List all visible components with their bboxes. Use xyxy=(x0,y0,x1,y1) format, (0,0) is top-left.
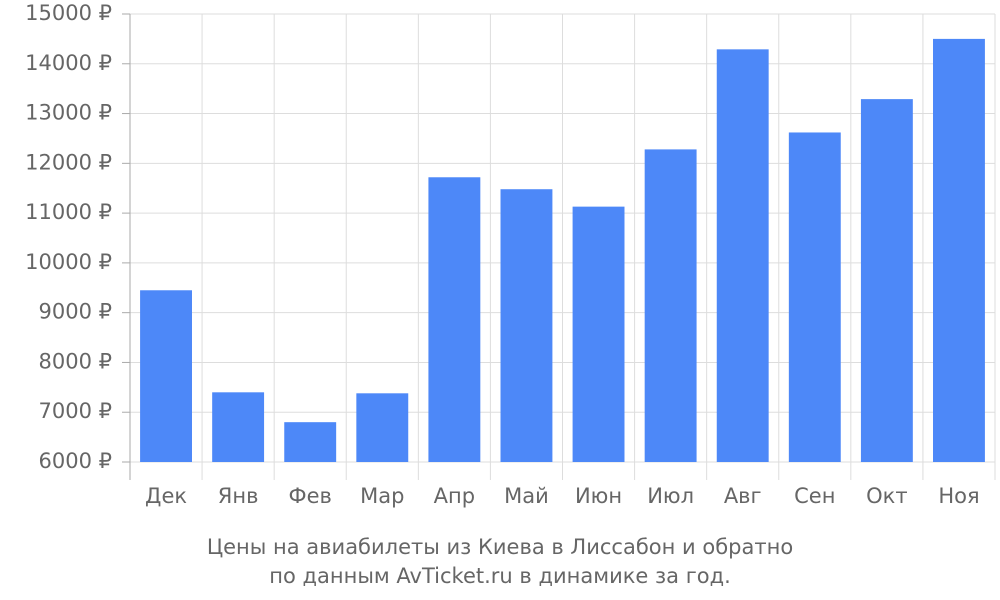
bar xyxy=(212,392,265,462)
bar xyxy=(860,99,913,463)
y-tick-label: 8000 ₽ xyxy=(39,349,112,373)
y-tick-label: 15000 ₽ xyxy=(25,1,112,25)
y-tick-label: 9000 ₽ xyxy=(39,300,112,324)
x-tick-label: Авг xyxy=(724,484,762,508)
bar xyxy=(716,49,769,462)
x-tick-label: Сен xyxy=(794,484,835,508)
bar xyxy=(644,149,697,462)
bar xyxy=(500,189,553,462)
x-tick-label: Мар xyxy=(360,484,404,508)
x-tick-label: Ноя xyxy=(938,484,979,508)
x-tick-label: Фев xyxy=(289,484,332,508)
y-tick-label: 12000 ₽ xyxy=(25,150,112,174)
x-tick-label: Апр xyxy=(434,484,475,508)
bar xyxy=(933,38,985,463)
y-tick-label: 7000 ₽ xyxy=(39,399,112,423)
bar xyxy=(428,177,481,462)
bar xyxy=(572,206,625,462)
bar xyxy=(284,422,337,462)
y-tick-label: 14000 ₽ xyxy=(25,51,112,75)
chart-subtitle: по данным AvTicket.ru в динамике за год. xyxy=(269,564,731,588)
x-tick-label: Июл xyxy=(647,484,694,508)
chart-title: Цены на авиабилеты из Киева в Лиссабон и… xyxy=(207,535,793,559)
x-tick-label: Окт xyxy=(866,484,907,508)
x-tick-label: Дек xyxy=(145,484,187,508)
x-tick-label: Май xyxy=(504,484,549,508)
x-tick-label: Янв xyxy=(218,484,259,508)
bar xyxy=(356,393,409,462)
y-tick-label: 6000 ₽ xyxy=(39,449,112,473)
x-tick-label: Июн xyxy=(575,484,622,508)
bar xyxy=(140,290,192,462)
bar xyxy=(788,132,841,462)
y-tick-label: 10000 ₽ xyxy=(25,250,112,274)
y-tick-label: 13000 ₽ xyxy=(25,101,112,125)
y-tick-label: 11000 ₽ xyxy=(25,200,112,224)
